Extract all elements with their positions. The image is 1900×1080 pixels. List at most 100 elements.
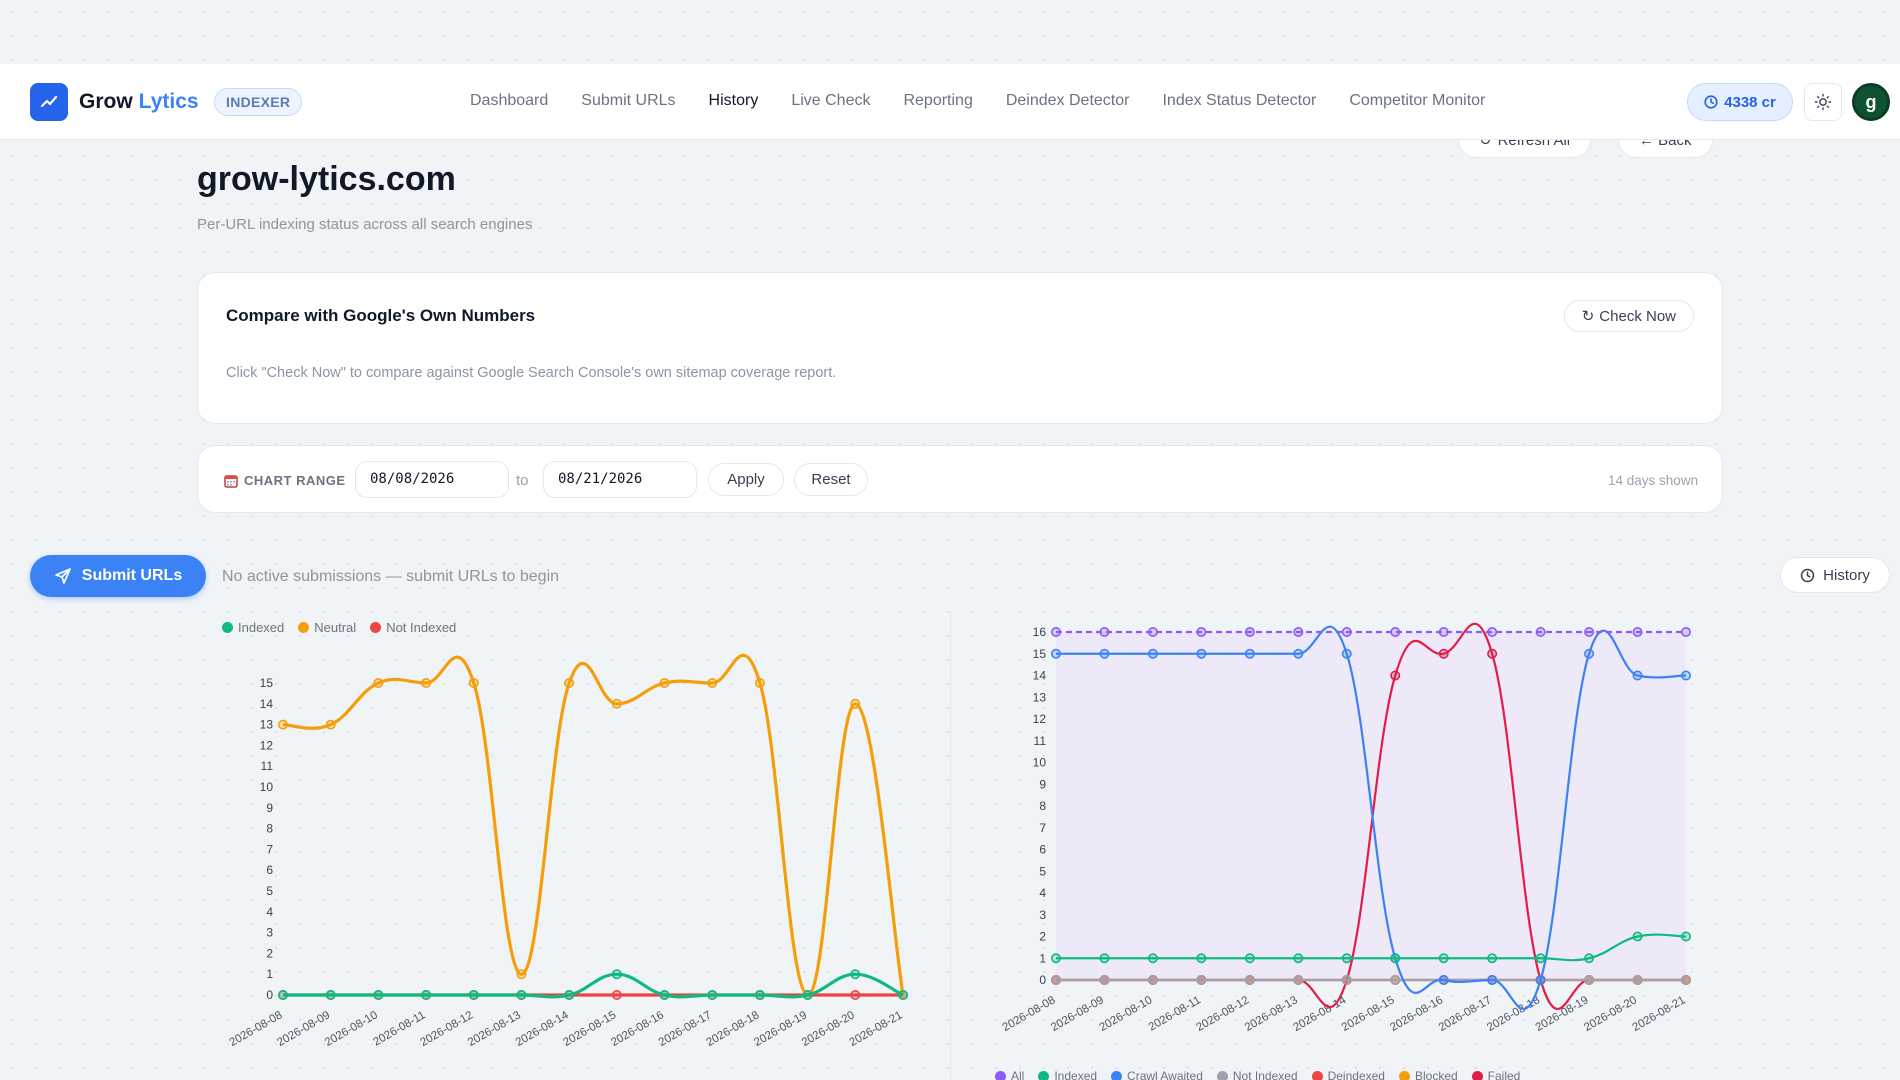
legend-item-blocked[interactable]: Blocked: [1398, 1069, 1458, 1080]
data-point[interactable]: [1244, 648, 1255, 659]
data-point[interactable]: [1584, 953, 1595, 964]
nav-link-reporting[interactable]: Reporting: [903, 92, 973, 109]
nav-link-history[interactable]: History: [708, 92, 759, 109]
legend-item-neutral[interactable]: Neutral: [298, 620, 356, 635]
data-point[interactable]: [1244, 627, 1255, 637]
data-point[interactable]: [468, 677, 479, 688]
legend-item-failed[interactable]: Failed: [1471, 1069, 1520, 1080]
data-point[interactable]: [1293, 627, 1304, 637]
theme-toggle-button[interactable]: [1804, 83, 1842, 121]
data-point[interactable]: [1051, 974, 1062, 985]
data-point[interactable]: [1535, 953, 1546, 964]
data-point[interactable]: [659, 989, 670, 1000]
data-point[interactable]: [1487, 627, 1498, 637]
apply-button[interactable]: Apply: [708, 463, 784, 496]
date-to-input[interactable]: 08/21/2026: [543, 461, 697, 498]
data-point[interactable]: [1632, 931, 1643, 942]
data-point[interactable]: [373, 677, 384, 688]
data-point[interactable]: [1584, 627, 1595, 637]
legend-item-indexed[interactable]: Indexed: [222, 620, 284, 635]
data-point[interactable]: [1293, 953, 1304, 964]
data-point[interactable]: [1196, 648, 1207, 659]
data-point[interactable]: [1438, 627, 1449, 637]
data-point[interactable]: [611, 698, 622, 709]
brand-name[interactable]: Grow Lytics: [79, 90, 199, 114]
date-from-input[interactable]: 08/08/2026: [355, 461, 509, 498]
data-point[interactable]: [1099, 974, 1110, 985]
data-point[interactable]: [1293, 974, 1304, 985]
data-point[interactable]: [1147, 974, 1158, 985]
data-point[interactable]: [1390, 974, 1401, 985]
data-point[interactable]: [421, 677, 432, 688]
data-point[interactable]: [468, 989, 479, 1000]
data-point[interactable]: [1487, 953, 1498, 964]
data-point[interactable]: [1147, 953, 1158, 964]
data-point[interactable]: [1487, 974, 1498, 985]
data-point[interactable]: [707, 677, 718, 688]
data-point[interactable]: [1390, 627, 1401, 637]
legend-item-crawl-awaited[interactable]: Crawl Awaited: [1111, 1069, 1203, 1080]
data-point[interactable]: [564, 677, 575, 688]
data-point[interactable]: [1099, 648, 1110, 659]
data-point[interactable]: [1390, 670, 1401, 681]
data-point[interactable]: [1438, 974, 1449, 985]
legend-item-not-indexed[interactable]: Not Indexed: [1216, 1069, 1298, 1080]
legend-item-deindexed[interactable]: Deindexed: [1311, 1069, 1385, 1080]
data-point[interactable]: [564, 989, 575, 1000]
data-point[interactable]: [1244, 953, 1255, 964]
data-point[interactable]: [850, 698, 861, 709]
data-point[interactable]: [1196, 627, 1207, 637]
check-now-button[interactable]: ↻ Check Now: [1563, 300, 1694, 332]
data-point[interactable]: [1584, 974, 1595, 985]
data-point[interactable]: [1051, 953, 1062, 964]
data-point[interactable]: [1196, 974, 1207, 985]
nav-link-competitor-monitor[interactable]: Competitor Monitor: [1349, 92, 1486, 109]
data-point[interactable]: [611, 989, 622, 1000]
data-point[interactable]: [659, 677, 670, 688]
data-point[interactable]: [1051, 648, 1062, 659]
data-point[interactable]: [1341, 627, 1352, 637]
data-point[interactable]: [707, 989, 718, 1000]
data-point[interactable]: [754, 677, 765, 688]
legend-item-not-indexed[interactable]: Not Indexed: [370, 620, 456, 635]
data-point[interactable]: [1632, 974, 1643, 985]
data-point[interactable]: [1147, 648, 1158, 659]
data-point[interactable]: [1341, 953, 1352, 964]
data-point[interactable]: [278, 989, 289, 1000]
data-point[interactable]: [1341, 974, 1352, 985]
nav-link-live-check[interactable]: Live Check: [791, 92, 871, 109]
data-point[interactable]: [1632, 670, 1643, 681]
reset-button[interactable]: Reset: [794, 463, 868, 496]
legend-item-indexed[interactable]: Indexed: [1038, 1069, 1097, 1080]
data-point[interactable]: [897, 989, 908, 1000]
data-point[interactable]: [325, 989, 336, 1000]
legend-item-all[interactable]: All: [995, 1069, 1024, 1080]
logo-icon[interactable]: [30, 83, 68, 121]
data-point[interactable]: [1390, 953, 1401, 964]
data-point[interactable]: [1680, 974, 1691, 985]
data-point[interactable]: [1099, 627, 1110, 637]
data-point[interactable]: [373, 989, 384, 1000]
data-point[interactable]: [1244, 974, 1255, 985]
data-point[interactable]: [325, 719, 336, 730]
data-point[interactable]: [850, 989, 861, 1000]
data-point[interactable]: [1487, 648, 1498, 659]
history-button[interactable]: History: [1780, 557, 1890, 593]
data-point[interactable]: [1099, 953, 1110, 964]
data-point[interactable]: [754, 989, 765, 1000]
data-point[interactable]: [1293, 648, 1304, 659]
data-point[interactable]: [1196, 953, 1207, 964]
data-point[interactable]: [516, 969, 527, 980]
data-point[interactable]: [1584, 648, 1595, 659]
data-point[interactable]: [1341, 648, 1352, 659]
data-point[interactable]: [1535, 974, 1546, 985]
nav-link-deindex-detector[interactable]: Deindex Detector: [1005, 92, 1130, 109]
data-point[interactable]: [850, 969, 861, 980]
nav-link-dashboard[interactable]: Dashboard: [470, 92, 549, 109]
user-avatar[interactable]: g: [1852, 83, 1890, 121]
nav-link-submit-urls[interactable]: Submit URLs: [581, 92, 676, 109]
data-point[interactable]: [1680, 670, 1691, 681]
data-point[interactable]: [1632, 627, 1643, 637]
data-point[interactable]: [1535, 627, 1546, 637]
data-point[interactable]: [1438, 648, 1449, 659]
